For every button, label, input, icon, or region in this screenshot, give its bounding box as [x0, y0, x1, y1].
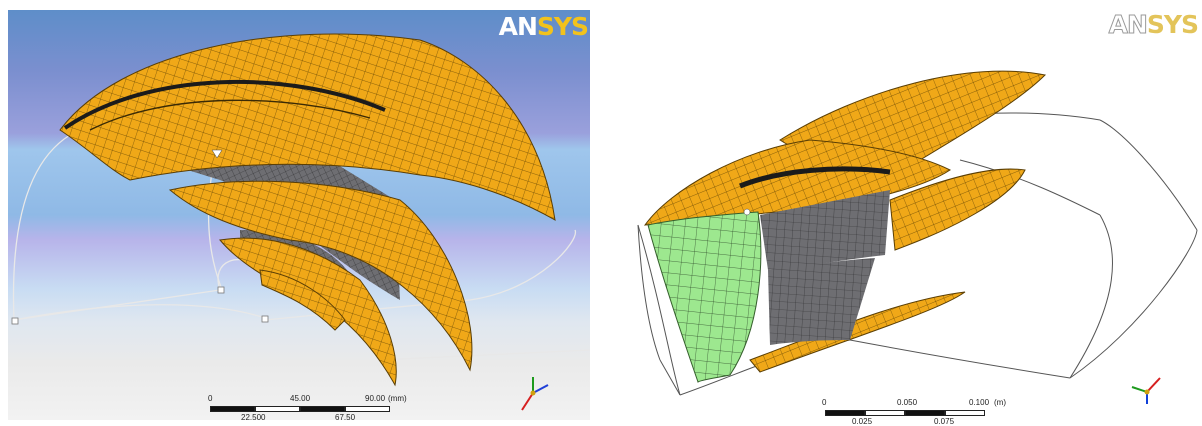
side-blade	[889, 168, 1026, 251]
scale-tick-4: 0.075	[934, 417, 955, 426]
inlet-surface	[647, 211, 762, 383]
scale-tick-3: 0.025	[852, 417, 873, 426]
right-viewport[interactable]: ANSYS 0 0.050 0.100 (m) 0.025 0.075	[600, 0, 1202, 426]
scale-tick-0: 0	[822, 398, 827, 407]
gray-block-upper	[760, 190, 890, 270]
scale-tick-3: 22.500	[241, 413, 266, 422]
left-mesh-render	[0, 0, 598, 426]
scale-tick-4: 67.50	[335, 413, 356, 422]
scale-bar-left: 0 45.00 90.00 (mm) 22.500 67.50	[205, 392, 407, 422]
scale-tick-1: 45.00	[290, 394, 311, 403]
ansys-logo-right: ANSYS	[1108, 10, 1199, 40]
left-viewport[interactable]: ANSYS 0 45.00 90.00 (mm) 22.500 67.50	[0, 0, 598, 426]
axis-triad-left	[521, 377, 549, 411]
right-mesh-render	[637, 70, 1198, 404]
hub-surface	[90, 129, 400, 300]
splitter-blade-1	[168, 180, 473, 372]
scale-bar-right: 0 0.050 0.100 (m) 0.025 0.075	[822, 396, 1022, 426]
scale-tick-2: 0.100	[969, 398, 990, 407]
main-blade	[59, 33, 556, 221]
scale-unit: (m)	[994, 398, 1006, 407]
gray-block-lower	[768, 258, 875, 345]
scale-tick-2: 90.00	[365, 394, 386, 403]
ansys-logo-left: ANSYS	[498, 12, 589, 41]
scale-unit: (mm)	[388, 394, 407, 403]
scale-tick-1: 0.050	[897, 398, 918, 407]
scale-tick-0: 0	[208, 394, 213, 403]
axis-triad-right	[1131, 377, 1161, 404]
